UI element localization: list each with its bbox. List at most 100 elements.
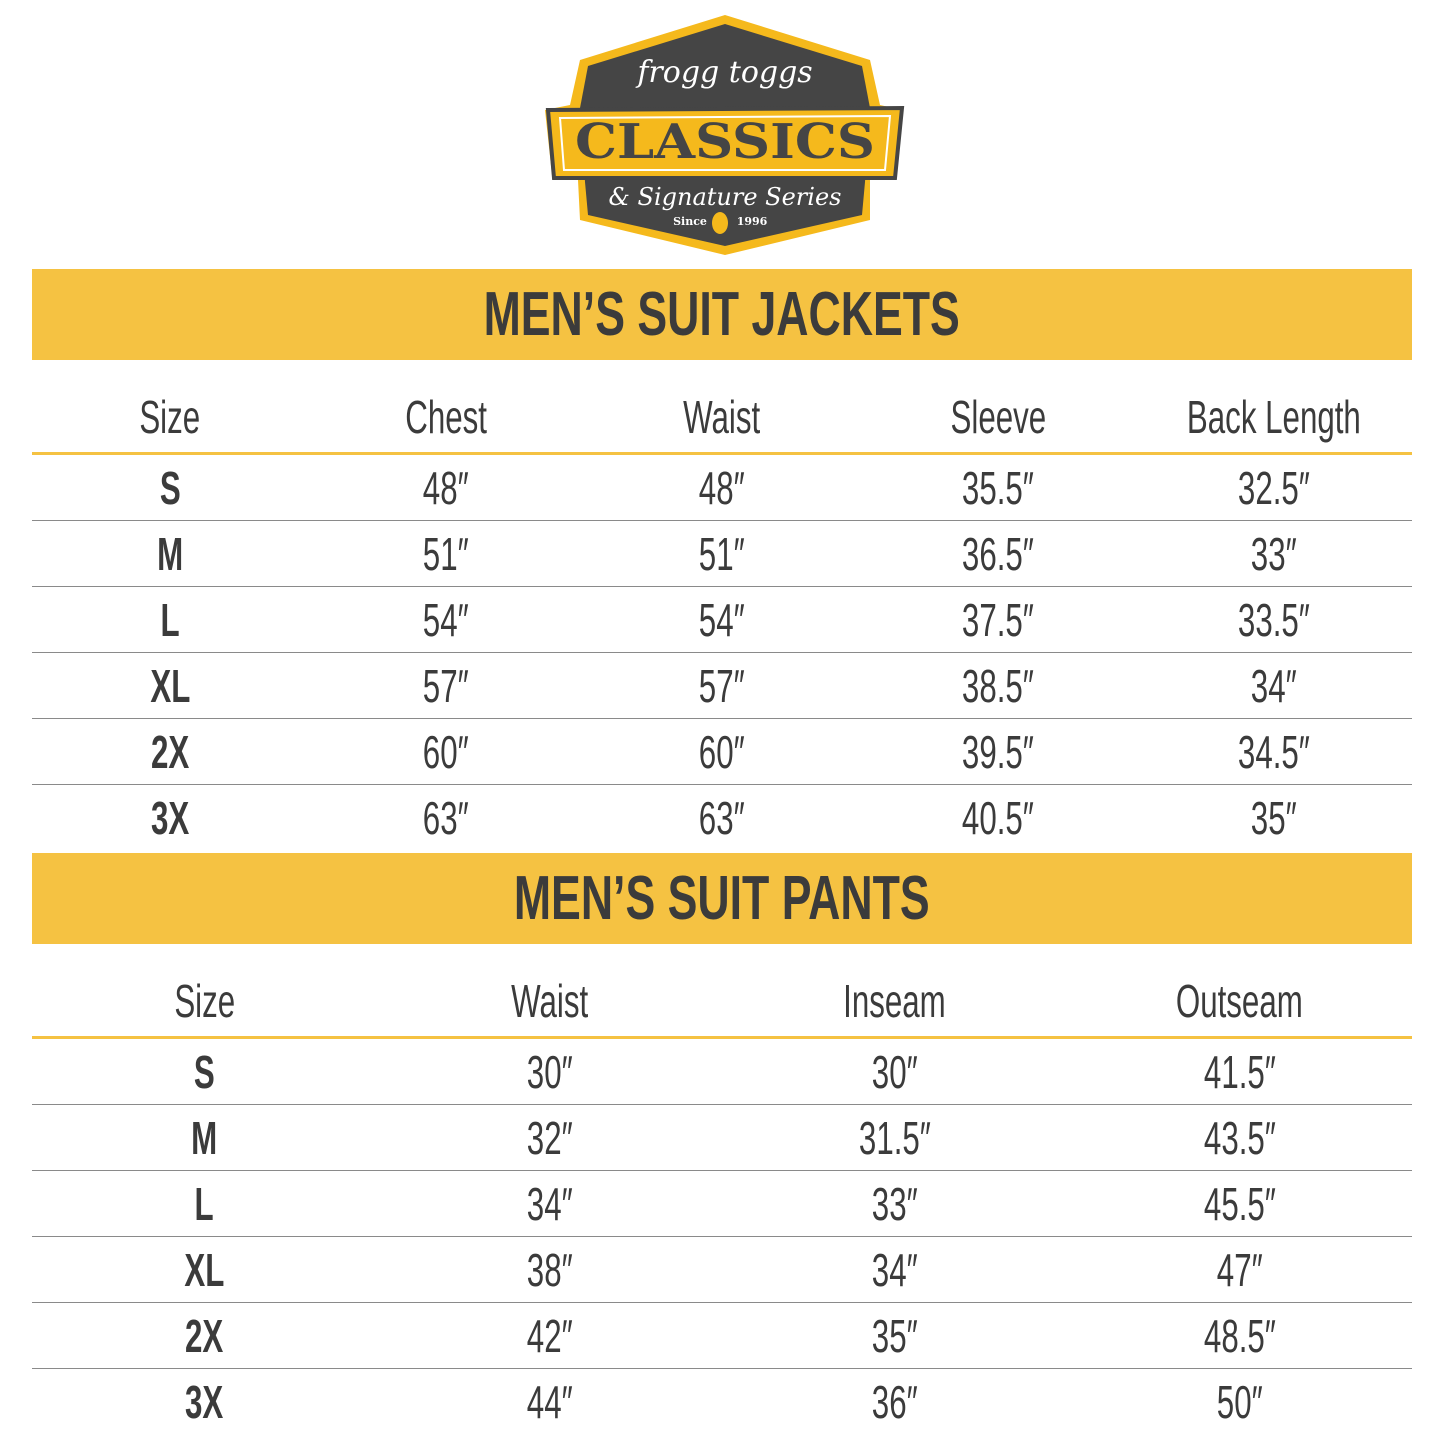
measurement-cell: 63″ xyxy=(584,791,860,845)
cell-text: 33″ xyxy=(1251,527,1297,580)
measurement-cell: 51″ xyxy=(308,527,584,581)
table-row: S 48″ 48″ 35.5″ 32.5″ xyxy=(32,455,1412,521)
column-header: Chest xyxy=(308,390,584,444)
jackets-size-table: Size Chest Waist Sleeve Back Length S 48″ 48″ 35… xyxy=(32,361,1412,851)
measurement-cell: 38″ xyxy=(377,1243,722,1297)
cell-text: 60″ xyxy=(699,725,745,778)
cell-text: 30″ xyxy=(526,1045,573,1098)
cell-text: 2X xyxy=(185,1309,224,1362)
measurement-cell: 33.5″ xyxy=(1136,593,1412,647)
cell-text: 36.5″ xyxy=(962,527,1034,580)
table-row: 2X 42″ 35″ 48.5″ xyxy=(32,1303,1412,1369)
cell-text: L xyxy=(160,593,180,646)
cell-text: 60″ xyxy=(423,725,469,778)
logo-brand-text: frogg toggs xyxy=(635,55,812,90)
cell-text: 47″ xyxy=(1216,1243,1263,1296)
measurement-cell: 30″ xyxy=(377,1045,722,1099)
table-row: L 34″ 33″ 45.5″ xyxy=(32,1171,1412,1237)
measurement-cell: 32.5″ xyxy=(1136,461,1412,515)
table-row: XL 38″ 34″ 47″ xyxy=(32,1237,1412,1303)
cell-text: Waist xyxy=(683,390,761,443)
cell-text: Waist xyxy=(510,974,589,1027)
measurement-cell: 60″ xyxy=(584,725,860,779)
cell-text: 51″ xyxy=(699,527,745,580)
measurement-cell: 54″ xyxy=(308,593,584,647)
table-row: M 32″ 31.5″ 43.5″ xyxy=(32,1105,1412,1171)
table-header-row: Size Chest Waist Sleeve Back Length xyxy=(32,361,1412,455)
cell-text: 45.5″ xyxy=(1203,1177,1276,1230)
size-cell: S xyxy=(32,1045,377,1099)
size-cell: L xyxy=(32,593,308,647)
size-cell: S xyxy=(32,461,308,515)
size-cell: 2X xyxy=(32,1309,377,1363)
measurement-cell: 51″ xyxy=(584,527,860,581)
cell-text: 41.5″ xyxy=(1203,1045,1276,1098)
cell-text: 31.5″ xyxy=(858,1111,931,1164)
cell-text: 43.5″ xyxy=(1203,1111,1276,1164)
cell-text: 33.5″ xyxy=(1238,593,1310,646)
cell-text: 38.5″ xyxy=(962,659,1034,712)
measurement-cell: 54″ xyxy=(584,593,860,647)
measurement-cell: 34.5″ xyxy=(1136,725,1412,779)
measurement-cell: 33″ xyxy=(722,1177,1067,1231)
pants-size-table: Size Waist Inseam Outseam S 30″ 30″ 41.5″ M 32″ 31… xyxy=(32,945,1412,1435)
size-cell: M xyxy=(32,527,308,581)
size-cell: XL xyxy=(32,659,308,713)
cell-text: 35″ xyxy=(1251,792,1297,844)
cell-text: 34.5″ xyxy=(1238,725,1310,778)
measurement-cell: 34″ xyxy=(722,1243,1067,1297)
size-cell: 3X xyxy=(32,1375,377,1429)
cell-text: XL xyxy=(150,659,190,712)
cell-text: Size xyxy=(174,974,235,1027)
cell-text: 42″ xyxy=(526,1309,573,1362)
pants-title: MEN’S SUIT PANTS xyxy=(514,864,930,933)
measurement-cell: 35.5″ xyxy=(860,461,1136,515)
cell-text: Outseam xyxy=(1176,974,1303,1027)
cell-text: 44″ xyxy=(526,1376,573,1428)
cell-text: 37.5″ xyxy=(962,593,1034,646)
cell-text: 48″ xyxy=(423,461,469,514)
measurement-cell: 48″ xyxy=(308,461,584,515)
cell-text: Back Length xyxy=(1187,390,1361,443)
cell-text: S xyxy=(159,461,181,514)
cell-text: 36″ xyxy=(871,1376,918,1428)
cell-text: 54″ xyxy=(423,593,469,646)
table-row: 3X 44″ 36″ 50″ xyxy=(32,1369,1412,1435)
measurement-cell: 33″ xyxy=(1136,527,1412,581)
cell-text: 50″ xyxy=(1216,1376,1263,1428)
measurement-cell: 38.5″ xyxy=(860,659,1136,713)
cell-text: L xyxy=(194,1177,215,1230)
measurement-cell: 35″ xyxy=(722,1309,1067,1363)
measurement-cell: 35″ xyxy=(1136,791,1412,845)
measurement-cell: 36″ xyxy=(722,1375,1067,1429)
cell-text: 3X xyxy=(185,1376,224,1428)
cell-text: 35.5″ xyxy=(962,461,1034,514)
measurement-cell: 60″ xyxy=(308,725,584,779)
column-header: Outseam xyxy=(1067,974,1412,1028)
cell-text: 33″ xyxy=(871,1177,918,1230)
column-header: Waist xyxy=(584,390,860,444)
measurement-cell: 34″ xyxy=(377,1177,722,1231)
cell-text: XL xyxy=(184,1243,225,1296)
measurement-cell: 30″ xyxy=(722,1045,1067,1099)
measurement-cell: 48″ xyxy=(584,461,860,515)
measurement-cell: 39.5″ xyxy=(860,725,1136,779)
cell-text: 38″ xyxy=(526,1243,573,1296)
cell-text: 63″ xyxy=(699,792,745,844)
cell-text: 48″ xyxy=(699,461,745,514)
cell-text: 35″ xyxy=(871,1309,918,1362)
measurement-cell: 57″ xyxy=(308,659,584,713)
cell-text: 63″ xyxy=(423,792,469,844)
size-cell: L xyxy=(32,1177,377,1231)
column-header: Sleeve xyxy=(860,390,1136,444)
measurement-cell: 31.5″ xyxy=(722,1111,1067,1165)
cell-text: M xyxy=(191,1111,218,1164)
cell-text: 34″ xyxy=(526,1177,573,1230)
cell-text: 54″ xyxy=(699,593,745,646)
table-row: L 54″ 54″ 37.5″ 33.5″ xyxy=(32,587,1412,653)
cell-text: Chest xyxy=(405,390,487,443)
cell-text: Sleeve xyxy=(950,390,1046,443)
measurement-cell: 63″ xyxy=(308,791,584,845)
cell-text: M xyxy=(156,527,184,580)
cell-text: 32.5″ xyxy=(1238,461,1310,514)
